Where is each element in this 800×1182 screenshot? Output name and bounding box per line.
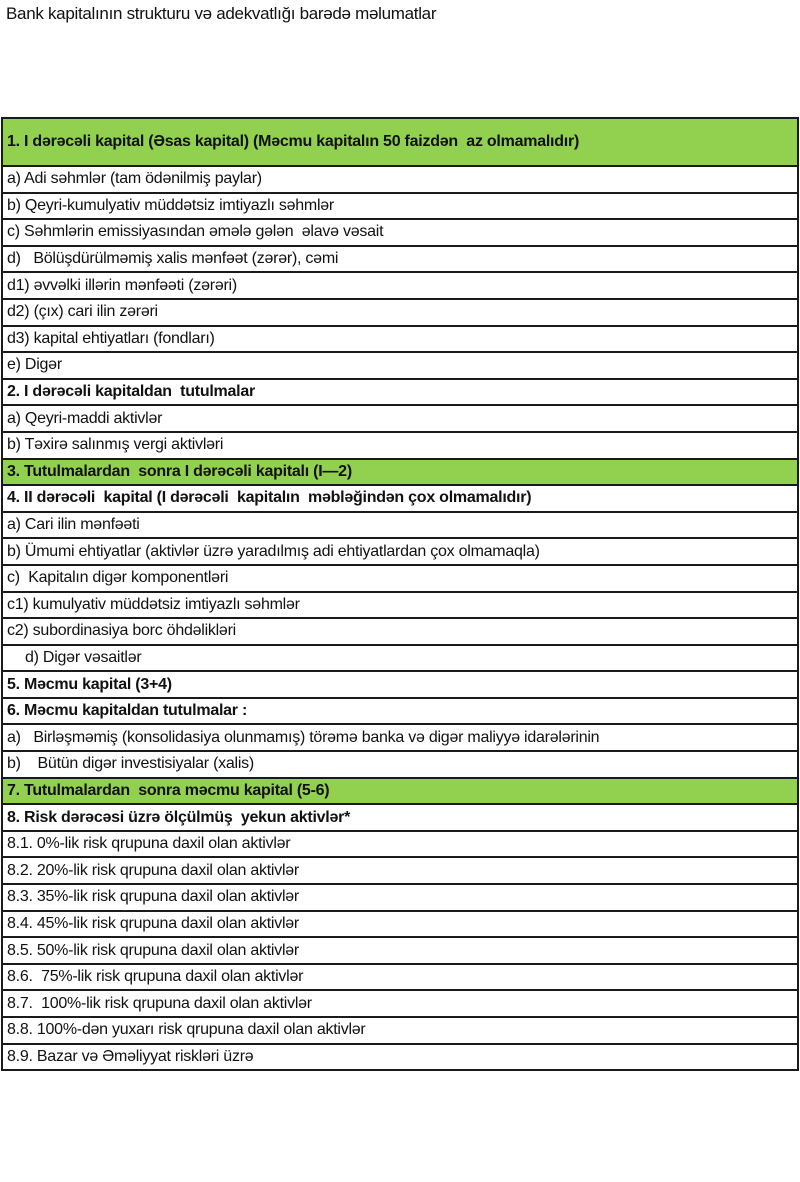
row-label: 6. Məcmu kapitaldan tutulmalar : <box>1 696 799 726</box>
table-row: a) Birləşməmiş (konsolidasiya olunmamış)… <box>1 723 799 753</box>
row-label: 1. I dərəcəli kapital (Əsas kapital) (Mə… <box>1 117 799 167</box>
row-label: c2) subordinasiya borc öhdəlikləri <box>1 617 799 646</box>
table-row: d1) əvvəlki illərin mənfəəti (zərəri) <box>1 271 799 300</box>
table-row: 6. Məcmu kapitaldan tutulmalar : <box>1 696 799 726</box>
table-row: d2) (çıx) cari ilin zərəri <box>1 297 799 327</box>
row-label: e) Digər <box>1 351 799 380</box>
table-row: c) Kapitalın digər komponentləri <box>1 563 799 593</box>
row-label: 3. Tutulmalardan sonra I dərəcəli kapita… <box>1 457 799 487</box>
row-label: 8.5. 50%-lik risk qrupuna daxil olan akt… <box>1 936 799 965</box>
table-row: 8.1. 0%-lik risk qrupuna daxil olan akti… <box>1 829 799 859</box>
table-row: d) Bölüşdürülməmiş xalis mənfəət (zərər)… <box>1 244 799 274</box>
row-label: b) Qeyri-kumulyativ müddətsiz imtiyazlı … <box>1 191 799 221</box>
row-label: 8.8. 100%-dən yuxarı risk qrupuna daxil … <box>1 1016 799 1045</box>
row-label: d1) əvvəlki illərin mənfəəti (zərəri) <box>1 271 799 300</box>
row-label: c) Səhmlərin emissiyasından əmələ gələn … <box>1 218 799 247</box>
table-row: b) Qeyri-kumulyativ müddətsiz imtiyazlı … <box>1 191 799 221</box>
row-label: 8.7. 100%-lik risk qrupuna daxil olan ak… <box>1 989 799 1018</box>
table-row: c2) subordinasiya borc öhdəlikləri <box>1 617 799 646</box>
row-label: 8. Risk dərəcəsi üzrə ölçülmüş yekun akt… <box>1 803 799 832</box>
table-row: e) Digər <box>1 351 799 380</box>
table-row: c1) kumulyativ müddətsiz imtiyazlı səhml… <box>1 590 799 620</box>
table-row: 5. Məcmu kapital (3+4) <box>1 670 799 699</box>
table-row: 8.5. 50%-lik risk qrupuna daxil olan akt… <box>1 936 799 965</box>
table-row: 8.6. 75%-lik risk qrupuna daxil olan akt… <box>1 962 799 992</box>
table-row: 7. Tutulmalardan sonra məcmu kapital (5-… <box>1 776 799 806</box>
row-label: 8.2. 20%-lik risk qrupuna daxil olan akt… <box>1 856 799 886</box>
table-row: b) Bütün digər investisiyalar (xalis) <box>1 750 799 779</box>
row-label: c1) kumulyativ müddətsiz imtiyazlı səhml… <box>1 590 799 620</box>
row-label: 4. II dərəcəli kapital (I dərəcəli kapit… <box>1 484 799 513</box>
row-label: 2. I dərəcəli kapitaldan tutulmalar <box>1 377 799 407</box>
row-label: a) Birləşməmiş (konsolidasiya olunmamış)… <box>1 723 799 753</box>
row-label: b) Ümumi ehtiyatlar (aktivlər üzrə yarad… <box>1 537 799 566</box>
table-row: 8.7. 100%-lik risk qrupuna daxil olan ak… <box>1 989 799 1018</box>
table-row: d3) kapital ehtiyatları (fondları) <box>1 324 799 354</box>
row-label: d) Digər vəsaitlər <box>1 643 799 673</box>
table-row: 1. I dərəcəli kapital (Əsas kapital) (Mə… <box>1 117 799 167</box>
table-row: 2. I dərəcəli kapitaldan tutulmalar <box>1 377 799 407</box>
table-row: d) Digər vəsaitlər <box>1 643 799 673</box>
row-label: a) Adi səhmlər (tam ödənilmiş paylar) <box>1 165 799 194</box>
table-row: 8.3. 35%-lik risk qrupuna daxil olan akt… <box>1 883 799 912</box>
table-row: 8.2. 20%-lik risk qrupuna daxil olan akt… <box>1 856 799 886</box>
table-row: a) Adi səhmlər (tam ödənilmiş paylar) <box>1 165 799 194</box>
document-title: Bank kapitalının strukturu və adekvatlığ… <box>6 4 437 23</box>
table-row: a) Cari ilin mənfəəti <box>1 510 799 540</box>
row-label: a) Cari ilin mənfəəti <box>1 510 799 540</box>
row-label: 7. Tutulmalardan sonra məcmu kapital (5-… <box>1 776 799 806</box>
row-label: d2) (çıx) cari ilin zərəri <box>1 297 799 327</box>
row-label: b) Təxirə salınmış vergi aktivləri <box>1 430 799 460</box>
row-label: 5. Məcmu kapital (3+4) <box>1 670 799 699</box>
row-label: a) Qeyri-maddi aktivlər <box>1 404 799 433</box>
capital-structure-table: 1. I dərəcəli kapital (Əsas kapital) (Mə… <box>1 117 799 1072</box>
row-label: 8.6. 75%-lik risk qrupuna daxil olan akt… <box>1 962 799 992</box>
row-label: 8.1. 0%-lik risk qrupuna daxil olan akti… <box>1 829 799 859</box>
table-row: a) Qeyri-maddi aktivlər <box>1 404 799 433</box>
row-label: 8.3. 35%-lik risk qrupuna daxil olan akt… <box>1 883 799 912</box>
row-label: 8.9. Bazar və Əməliyyat riskləri üzrə <box>1 1042 799 1072</box>
row-label: d3) kapital ehtiyatları (fondları) <box>1 324 799 354</box>
table-row: 8.8. 100%-dən yuxarı risk qrupuna daxil … <box>1 1016 799 1045</box>
row-label: c) Kapitalın digər komponentləri <box>1 563 799 593</box>
row-label: b) Bütün digər investisiyalar (xalis) <box>1 750 799 779</box>
table-row: b) Təxirə salınmış vergi aktivləri <box>1 430 799 460</box>
row-label: 8.4. 45%-lik risk qrupuna daxil olan akt… <box>1 909 799 939</box>
table-row: 8.4. 45%-lik risk qrupuna daxil olan akt… <box>1 909 799 939</box>
table-row: 8. Risk dərəcəsi üzrə ölçülmüş yekun akt… <box>1 803 799 832</box>
table-row: 3. Tutulmalardan sonra I dərəcəli kapita… <box>1 457 799 487</box>
table-row: c) Səhmlərin emissiyasından əmələ gələn … <box>1 218 799 247</box>
table-row: b) Ümumi ehtiyatlar (aktivlər üzrə yarad… <box>1 537 799 566</box>
table-row: 4. II dərəcəli kapital (I dərəcəli kapit… <box>1 484 799 513</box>
table-row: 8.9. Bazar və Əməliyyat riskləri üzrə <box>1 1042 799 1072</box>
row-label: d) Bölüşdürülməmiş xalis mənfəət (zərər)… <box>1 244 799 274</box>
